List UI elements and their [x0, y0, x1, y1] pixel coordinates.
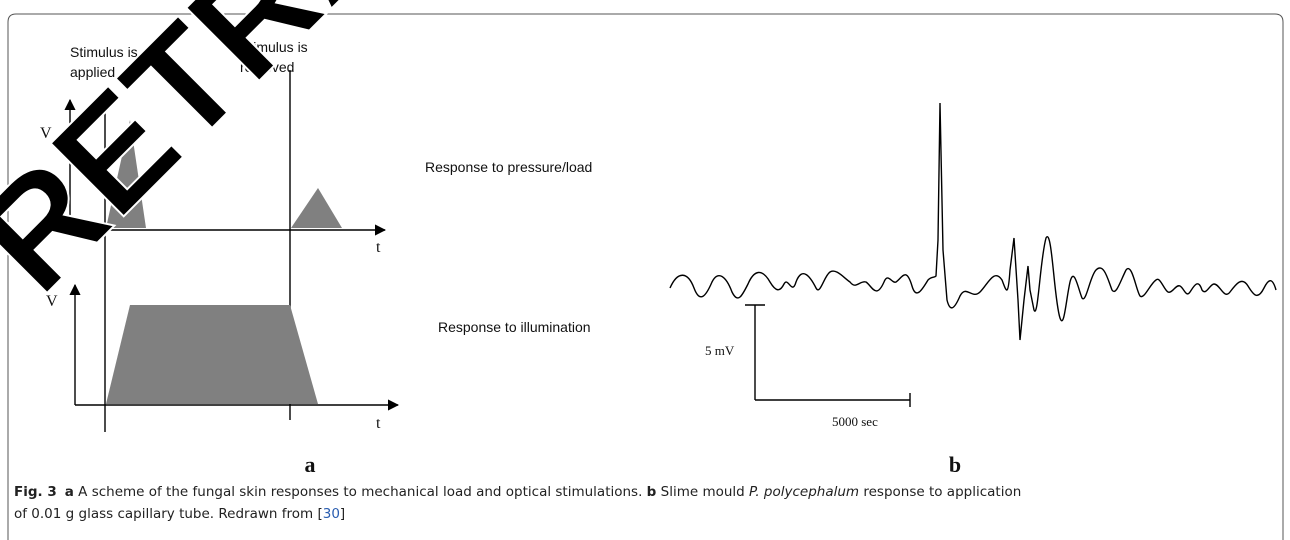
- response-shape: [106, 120, 146, 228]
- caption-part: b: [647, 484, 657, 500]
- caption-part: of 0.01 g glass capillary tube. Redrawn …: [14, 506, 323, 522]
- axis-label: t: [376, 239, 381, 256]
- panel-label: b: [949, 452, 961, 477]
- row-label: Response to illumination: [438, 319, 591, 335]
- caption-part: a: [65, 484, 74, 500]
- scale-label: 5000 sec: [832, 414, 878, 429]
- axis-label: V: [46, 293, 58, 310]
- caption-part: Slime mould: [656, 484, 749, 500]
- caption: Fig. 3 a A scheme of the fungal skin resp…: [14, 484, 1021, 500]
- panel-label: a: [305, 452, 316, 477]
- caption-part: ]: [340, 506, 345, 522]
- caption-part: P. polycephalum: [749, 484, 859, 500]
- row-label: Response to pressure/load: [425, 159, 592, 175]
- label: removed: [240, 59, 294, 75]
- caption: of 0.01 g glass capillary tube. Redrawn …: [14, 506, 345, 522]
- response-shape: [106, 305, 318, 404]
- axis-label: V: [40, 125, 52, 142]
- label: applied: [70, 64, 115, 80]
- caption-part: Fig. 3: [14, 484, 57, 500]
- caption-part: response to application: [859, 484, 1021, 500]
- watermark: RETRACTED: [0, 0, 717, 323]
- signal: [669, 102, 1277, 341]
- axis-label: t: [376, 415, 381, 432]
- label: Stimulus is: [70, 44, 138, 60]
- scale-label: 5 mV: [705, 343, 735, 358]
- response-shape: [291, 188, 342, 228]
- caption-part: A scheme of the fungal skin responses to…: [74, 484, 647, 500]
- frame: [7, 13, 1284, 540]
- reference-link[interactable]: 30: [323, 506, 340, 522]
- label: Stimulus is: [240, 39, 308, 55]
